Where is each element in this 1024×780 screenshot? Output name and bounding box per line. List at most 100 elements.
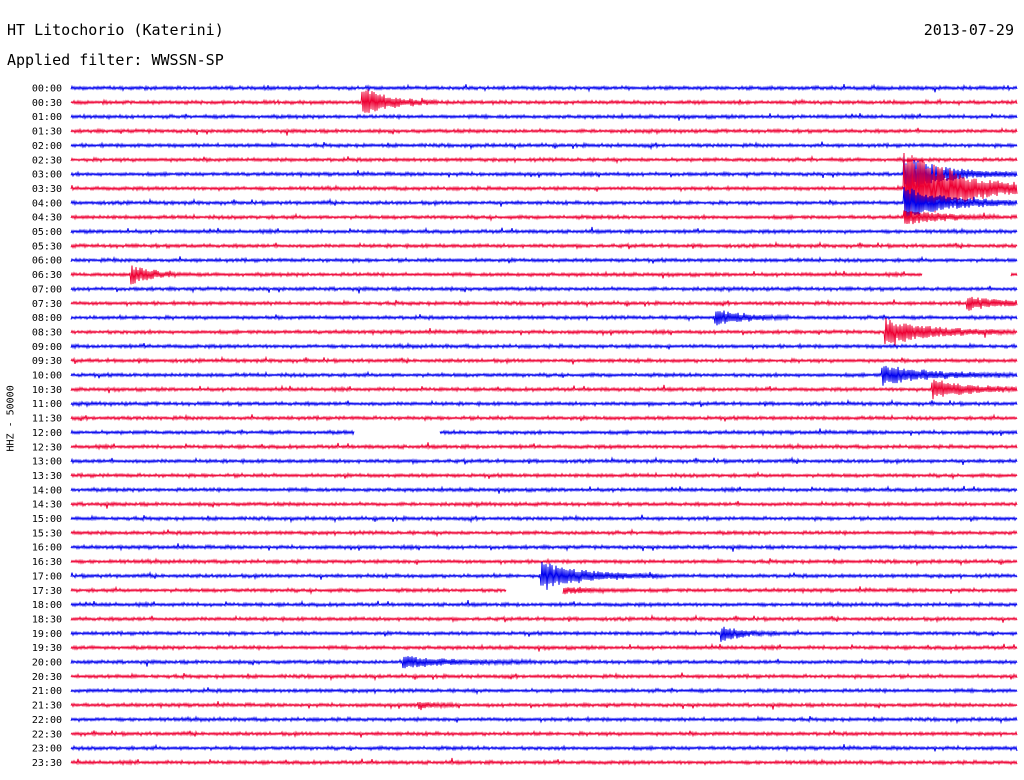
trace-1200 [70,428,1018,437]
trace-0700 [70,285,1018,294]
trace-0400 [70,187,1018,217]
trace-0230 [70,155,1018,165]
trace-1730 [70,585,1018,595]
time-tick-label: 07:30 [32,299,62,310]
trace-2230 [70,729,1018,739]
trace-2030 [70,672,1018,682]
trace-1800 [70,599,1018,609]
trace-0800 [70,310,1018,326]
trace-0100 [70,112,1018,121]
time-tick-label: 06:00 [32,256,62,267]
time-tick-label: 09:00 [32,342,62,353]
trace-0500 [70,226,1018,236]
trace-2300 [70,743,1018,753]
time-tick-label: 10:30 [32,385,62,396]
trace-0900 [70,342,1018,351]
trace-0030 [70,89,1018,113]
time-tick-label: 11:30 [32,414,62,425]
trace-2130 [70,701,1018,711]
time-tick-label: 01:30 [32,127,62,138]
time-tick-label: 03:30 [32,184,62,195]
trace-2000 [70,656,1018,669]
trace-0430 [70,210,1018,225]
trace-1930 [70,642,1018,652]
trace-1300 [70,456,1018,466]
time-tick-label: 21:00 [32,686,62,697]
trace-1100 [70,398,1018,408]
trace-1700 [70,561,1018,590]
trace-1130 [70,413,1018,422]
trace-0330 [70,152,1018,221]
time-tick-label: 01:00 [32,112,62,123]
time-tick-label: 05:00 [32,227,62,238]
time-tick-label: 18:30 [32,614,62,625]
time-tick-label: 08:30 [32,327,62,338]
time-tick-label: 23:00 [32,744,62,755]
time-tick-label: 00:30 [32,98,62,109]
trace-1500 [70,514,1018,524]
time-tick-label: 12:00 [32,428,62,439]
time-tick-label: 17:30 [32,586,62,597]
filter-label: Applied filter: WWSSN-SP [7,51,224,69]
trace-2200 [70,715,1018,725]
time-tick-label: 12:30 [32,442,62,453]
time-tick-label: 18:00 [32,600,62,611]
time-tick-label: 20:00 [32,658,62,669]
trace-1030 [70,379,1018,400]
time-tick-label: 11:00 [32,399,62,410]
trace-1600 [70,543,1018,552]
time-tick-label: 02:30 [32,155,62,166]
trace-0630 [70,265,1018,285]
time-tick-label: 14:00 [32,485,62,496]
time-tick-label: 03:00 [32,170,62,181]
time-tick-label: 15:00 [32,514,62,525]
trace-2330 [70,757,1018,767]
time-tick-label: 15:30 [32,528,62,539]
time-tick-label: 21:30 [32,701,62,712]
trace-0130 [70,127,1018,136]
time-tick-label: 13:30 [32,471,62,482]
trace-1430 [70,500,1018,509]
time-tick-label: 02:00 [32,141,62,152]
trace-1530 [70,528,1018,538]
trace-0730 [70,296,1018,311]
trace-0830 [70,317,1018,346]
trace-0530 [70,240,1018,250]
record-date: 2013-07-29 [923,21,1014,39]
time-tick-label: 22:00 [32,715,62,726]
trace-0000 [70,83,1018,93]
time-tick-label: 07:00 [32,284,62,295]
time-tick-label: 09:30 [32,356,62,367]
time-tick-label: 04:00 [32,198,62,209]
time-tick-label: 16:00 [32,543,62,554]
time-tick-label: 20:30 [32,672,62,683]
trace-0930 [70,355,1018,365]
time-tick-label: 16:30 [32,557,62,568]
trace-1900 [70,626,1018,642]
time-tick-label: 05:30 [32,241,62,252]
trace-1400 [70,485,1018,494]
time-tick-label: 00:00 [32,84,62,95]
time-tick-label: 19:00 [32,629,62,640]
time-tick-label: 13:00 [32,457,62,468]
station-title: HT Litochorio (Katerini) [7,21,224,39]
trace-2100 [70,687,1018,696]
trace-1000 [70,365,1018,386]
trace-0600 [70,255,1018,265]
time-tick-label: 17:00 [32,571,62,582]
trace-1830 [70,614,1018,624]
trace-0200 [70,141,1018,151]
time-tick-label: 19:30 [32,643,62,654]
time-tick-label: 10:00 [32,371,62,382]
trace-1630 [70,557,1018,567]
time-tick-label: 08:00 [32,313,62,324]
time-tick-label: 04:30 [32,213,62,224]
trace-1330 [70,470,1018,481]
time-tick-label: 22:30 [32,729,62,740]
time-tick-label: 23:30 [32,758,62,769]
time-tick-label: 14:30 [32,500,62,511]
trace-0300 [70,155,1018,193]
trace-1230 [70,442,1018,451]
